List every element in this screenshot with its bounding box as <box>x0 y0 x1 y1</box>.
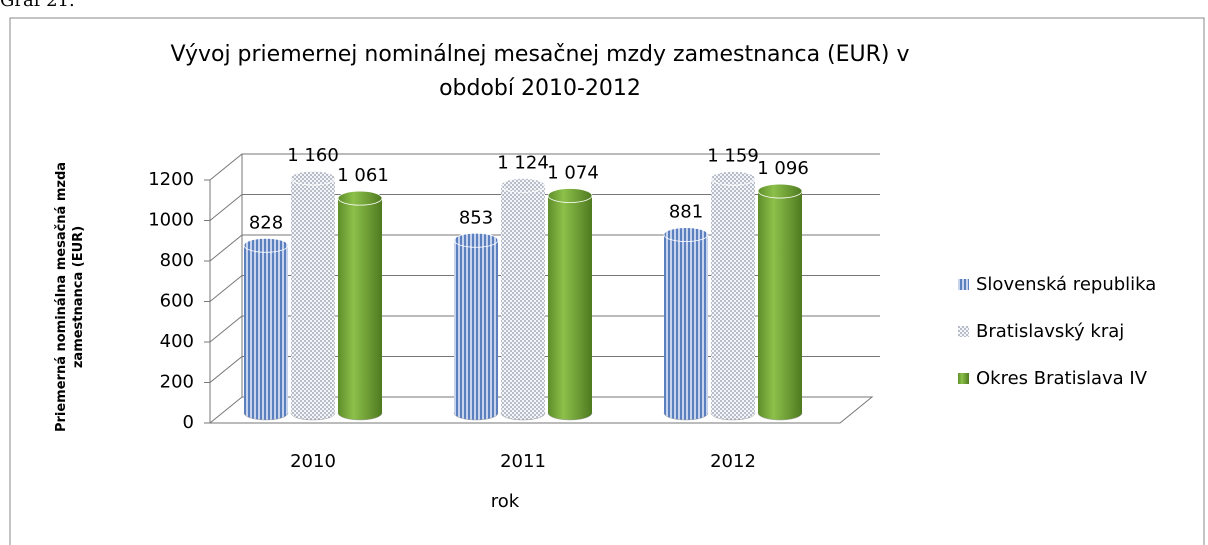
bar <box>711 178 755 413</box>
bar <box>548 195 592 413</box>
floor <box>208 396 874 424</box>
figure-label: Graf 21. <box>0 0 75 11</box>
bar <box>338 198 382 413</box>
bar <box>664 234 708 413</box>
bar-top <box>290 170 336 186</box>
chart-title: Vývoj priemernej nominálnej mesačnej mzd… <box>170 42 910 101</box>
legend-swatch <box>958 279 969 290</box>
x-tick-label: 2010 <box>290 451 336 472</box>
legend-swatch <box>958 326 969 337</box>
bar-top <box>663 227 709 242</box>
bar-top <box>547 188 593 203</box>
data-label: 1 124 <box>497 152 549 173</box>
data-label: 1 160 <box>287 145 339 166</box>
bar-top <box>500 177 546 193</box>
data-label: 1 061 <box>337 165 389 186</box>
chart-frame <box>9 17 1205 545</box>
grid-line <box>209 194 880 221</box>
bar-top <box>453 232 499 248</box>
bar-top <box>710 170 756 186</box>
legend-swatch <box>958 373 969 384</box>
data-label: 1 074 <box>547 163 599 184</box>
legend-label: Okres Bratislava IV <box>976 368 1148 389</box>
bar-top <box>757 183 803 199</box>
legend-label: Slovenská republika <box>976 274 1156 295</box>
bar <box>244 245 288 413</box>
data-label: 853 <box>459 207 493 228</box>
y-axis-label: Priemerná nominálna mesačná mzda zamestn… <box>54 161 86 433</box>
data-label: 1 096 <box>757 158 809 179</box>
bar <box>501 185 545 413</box>
y-tick-label: 1200 <box>148 169 194 190</box>
bar <box>454 240 498 413</box>
bar-top <box>243 237 289 253</box>
y-tick-label: 1000 <box>148 210 194 231</box>
bar <box>291 178 335 413</box>
y-tick-label: 0 <box>183 412 194 433</box>
bar <box>758 191 802 413</box>
x-tick-label: 2011 <box>500 451 546 472</box>
grid-line <box>209 153 880 181</box>
bar-top <box>337 190 383 206</box>
data-label: 1 159 <box>707 145 759 166</box>
data-label: 881 <box>669 202 703 223</box>
data-label: 828 <box>249 212 283 233</box>
x-tick-label: 2012 <box>710 451 756 472</box>
y-tick-label: 200 <box>160 372 194 393</box>
legend-label: Bratislavský kraj <box>976 321 1124 342</box>
y-tick-label: 800 <box>160 250 194 271</box>
y-tick-label: 600 <box>160 291 194 312</box>
x-axis-label: rok <box>491 491 520 512</box>
y-tick-label: 400 <box>160 331 194 352</box>
